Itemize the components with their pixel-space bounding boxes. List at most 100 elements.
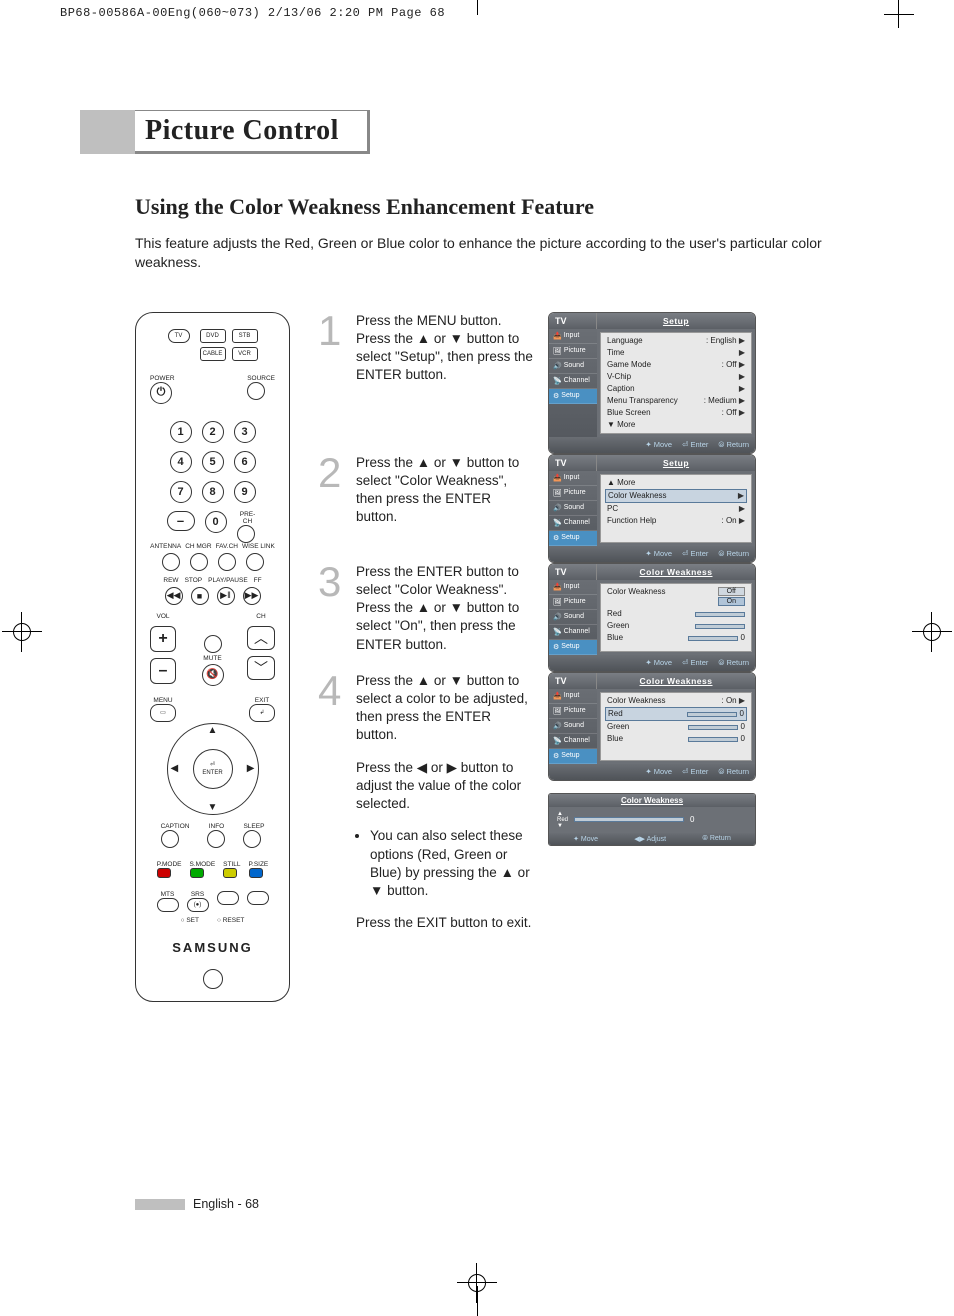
osd-side-item: 📡Channel — [549, 374, 597, 389]
brand-logo: SAMSUNG — [136, 940, 289, 955]
btn-ch-dn: ﹀ — [247, 656, 275, 680]
osd-row: Blue 0 — [605, 733, 747, 745]
osd-side-item: ⚙Setup — [549, 640, 597, 655]
btn-mute: 🔇 — [202, 664, 224, 686]
osd-side-item: 📡Channel — [549, 625, 597, 640]
sm3 — [218, 553, 236, 571]
ir-window — [203, 969, 223, 989]
osd-row: ▼ More — [605, 419, 747, 431]
lbl-menu: MENU — [150, 697, 176, 704]
btn-sleep — [243, 830, 261, 848]
section-title: Picture Control — [145, 115, 339, 147]
dot-yellow — [223, 868, 237, 878]
lbl-info: INFO — [207, 823, 225, 830]
btn-prech — [237, 525, 255, 543]
osd-side-item: ⚙Setup — [549, 749, 597, 764]
osd-side-item: 📥Input — [549, 329, 597, 344]
dot-blue — [249, 868, 263, 878]
dot-red — [157, 868, 171, 878]
lbl-set: ○ SET — [181, 917, 199, 924]
osd-row: Color Weakness ▶ — [605, 489, 747, 503]
btn-blank2 — [247, 891, 269, 905]
num-8: 8 — [202, 481, 224, 503]
step-text: Press the ▲ or ▼ button to select a colo… — [356, 672, 536, 933]
lbl-prech: PRE-CH — [237, 511, 259, 525]
lbl-ff: FF — [254, 577, 262, 584]
btn-info — [207, 830, 225, 848]
lbl-psize: P.SIZE — [249, 861, 269, 868]
lbl-play: PLAY/PAUSE — [208, 577, 248, 584]
num-9: 9 — [234, 481, 256, 503]
dpad-left: ◀ — [171, 763, 179, 774]
lbl-mute: MUTE — [203, 655, 221, 662]
osd-row: Function Help: On ▶ — [605, 515, 747, 527]
btn-vol-dn: – — [150, 658, 176, 684]
osd-title: Setup — [597, 455, 755, 471]
lbl-still: STILL — [223, 861, 240, 868]
lbl-exit: EXIT — [249, 697, 275, 704]
step-number: 4 — [318, 672, 344, 710]
btn-power: ⏻ — [150, 382, 172, 404]
instruction-step: 3Press the ENTER button to select "Color… — [318, 563, 874, 672]
btn-play: ▶‖ — [217, 587, 235, 605]
osd-screenshot: TVSetup📥Input🖼Picture🔊Sound📡Channel⚙Setu… — [548, 454, 756, 563]
osd-side-item: 🖼Picture — [549, 704, 597, 719]
btn-dvd: DVD — [200, 329, 226, 343]
osd-row: Green 0 — [605, 721, 747, 733]
osd-row: PC ▶ — [605, 503, 747, 515]
osd-tv: TV — [549, 564, 597, 580]
lbl-mts: MTS — [157, 891, 179, 898]
osd-tv: TV — [549, 673, 597, 689]
num-3: 3 — [234, 421, 256, 443]
btn-vol-up: + — [150, 626, 176, 652]
page-footer: English - 68 — [135, 1197, 259, 1211]
lbl-chmgr: CH MGR — [185, 543, 211, 550]
num-4: 4 — [170, 451, 192, 473]
osd-footer: ✦ Move⏎ Enter⦾ Return — [549, 546, 755, 562]
dpad-up: ▲ — [208, 725, 218, 736]
osd-side-item: 🖼Picture — [549, 344, 597, 359]
osd-row: Blue 0 — [605, 632, 747, 644]
osd-row: Menu Transparency: Medium ▶ — [605, 395, 747, 407]
step-number: 2 — [318, 454, 344, 492]
num-1: 1 — [170, 421, 192, 443]
osd-side-item: ⚙Setup — [549, 389, 597, 404]
lbl-smode: S.MODE — [190, 861, 216, 868]
lbl-stop: STOP — [185, 577, 203, 584]
osd-tv: TV — [549, 455, 597, 471]
step-number: 3 — [318, 563, 344, 601]
remote-diagram: TV DVD STB CABLE VCR POWER⏻ SOURCE 123 4… — [135, 312, 290, 1002]
osd-screenshot: TVColor Weakness📥Input🖼Picture🔊Sound📡Cha… — [548, 563, 756, 672]
osd-footer: ✦ Move⏎ Enter⦾ Return — [549, 655, 755, 671]
osd-title: Color Weakness — [597, 564, 755, 580]
osd-side-item: 🔊Sound — [549, 610, 597, 625]
step-text: Press the MENU button. Press the ▲ or ▼ … — [356, 312, 536, 385]
btn-mts — [157, 898, 179, 912]
btn-menu: ▭ — [150, 704, 176, 722]
lbl-source: SOURCE — [247, 375, 275, 382]
btn-dash: – — [167, 511, 195, 531]
osd-title: Color Weakness — [597, 673, 755, 689]
osd-side-item: 🖼Picture — [549, 595, 597, 610]
btn-ch-up: ︿ — [247, 626, 275, 650]
lbl-vol: VOL — [156, 613, 169, 620]
osd-side-item: 🔊Sound — [549, 501, 597, 516]
btn-cable: CABLE — [200, 347, 226, 361]
osd-title: Setup — [597, 313, 755, 329]
osd-side-item: ⚙Setup — [549, 531, 597, 546]
osd-tv: TV — [549, 313, 597, 329]
osd-row: Caption ▶ — [605, 383, 747, 395]
btn-blank1 — [217, 891, 239, 905]
lbl-power: POWER — [150, 375, 175, 382]
step-number: 1 — [318, 312, 344, 350]
osd-screenshot: TVColor Weakness📥Input🖼Picture🔊Sound📡Cha… — [548, 672, 756, 781]
dpad: ▲ ▼ ◀ ▶ ⏎ENTER — [167, 723, 259, 815]
step-text: Press the ▲ or ▼ button to select "Color… — [356, 454, 536, 527]
btn-stop: ■ — [191, 587, 209, 605]
btn-vcr: VCR — [232, 347, 258, 361]
subheading: Using the Color Weakness Enhancement Fea… — [135, 194, 874, 220]
osd-row: Language: English ▶ — [605, 335, 747, 347]
dpad-down: ▼ — [208, 802, 218, 813]
btn-rew: ◀◀ — [165, 587, 183, 605]
sm4 — [246, 553, 264, 571]
